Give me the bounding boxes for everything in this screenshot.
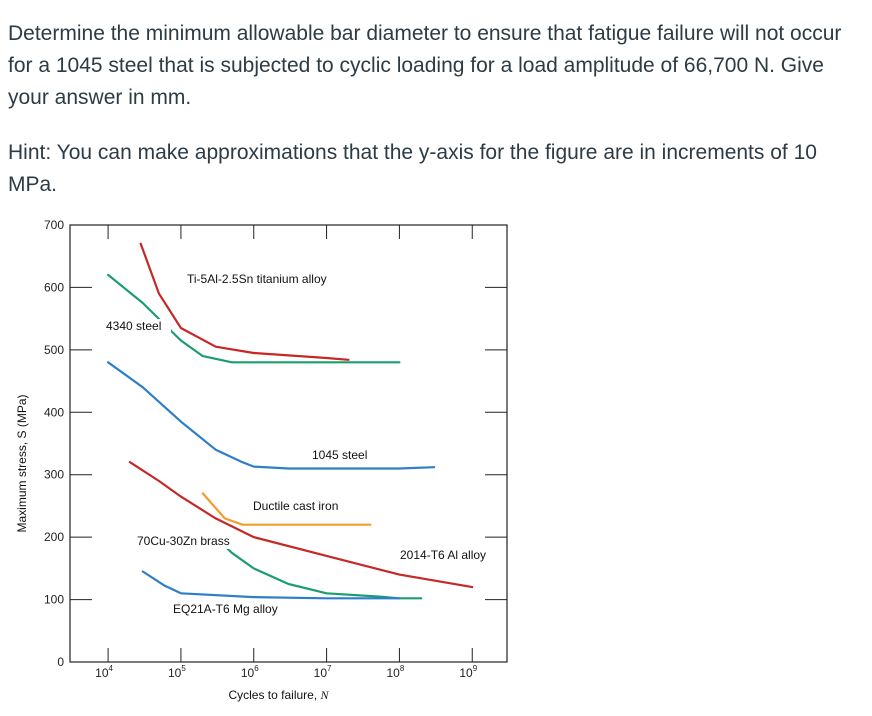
question-text: Determine the minimum allowable bar diam…	[8, 22, 842, 109]
x-tick-label: 105	[168, 664, 186, 680]
annotation-bg	[104, 319, 171, 334]
series-line-1045-steel	[107, 361, 436, 470]
y-tick-label: 700	[44, 218, 64, 232]
annotation-bg	[185, 272, 360, 287]
x-tick-label: 109	[459, 664, 477, 680]
annotation-bg	[398, 548, 503, 563]
series-line-ductile-cast-iron	[201, 492, 372, 526]
x-tick-exponent: 8	[400, 664, 405, 673]
y-tick-label: 100	[44, 593, 64, 607]
x-tick-exponent: 7	[327, 664, 332, 673]
chart-labels: Ti-5Al-2.5Sn titanium alloy 4340 steel 104…	[104, 272, 503, 617]
curve-annotation: Ti-5Al-2.5Sn titanium alloy	[187, 272, 327, 286]
series-line-ti-5al-2-5sn-titanium-alloy	[139, 242, 350, 361]
series-line-2014-t6-al-alloy	[128, 461, 474, 589]
x-axis-label-symbol: N	[320, 688, 330, 702]
curve-annotation: 70Cu-30Zn brass	[137, 534, 230, 548]
y-tick-label: 400	[44, 405, 64, 419]
x-tick-exponent: 6	[254, 664, 259, 673]
chart-axes: 0 100 200 300 400 500 600 700 104 105 106 107 108 109…	[15, 218, 508, 702]
series-line-4340-steel	[107, 273, 401, 364]
annotation-bg	[135, 534, 234, 549]
hint-text: Hint: You can make approximations that t…	[8, 141, 817, 196]
y-tick-label: 200	[44, 530, 64, 544]
x-tick-exponent: 5	[181, 664, 186, 673]
curve-annotation: Ductile cast iron	[253, 499, 338, 513]
annotation-bg	[171, 602, 283, 617]
x-tick-label: 107	[314, 664, 332, 680]
plot-frame	[69, 224, 508, 663]
y-tick-label: 0	[57, 655, 64, 669]
series-line-70cu-30zn-brass	[214, 536, 423, 600]
y-axis-label: Maximum stress, S (MPa)	[15, 394, 29, 532]
curve-annotation: EQ21A-T6 Mg alloy	[173, 602, 278, 616]
annotation-bg	[310, 448, 377, 463]
x-tick-label: 104	[95, 664, 113, 680]
x-tick-exponent: 4	[109, 664, 114, 673]
x-tick-exponent: 9	[473, 664, 478, 673]
y-tick-label: 600	[44, 280, 64, 294]
curve-annotation: 2014-T6 Al alloy	[400, 548, 486, 562]
curve-annotation: 1045 steel	[312, 448, 367, 462]
chart-series	[107, 242, 474, 600]
curve-annotation: 4340 steel	[106, 319, 161, 333]
annotation-bg	[251, 499, 363, 514]
y-tick-label: 500	[44, 343, 64, 357]
x-tick-label: 108	[387, 664, 405, 680]
x-tick-label: 106	[241, 664, 259, 680]
series-line-eq21a-t6-mg-alloy	[141, 570, 401, 600]
y-tick-label: 300	[44, 468, 64, 482]
x-axis-label: Cycles to failure, N	[228, 688, 329, 702]
